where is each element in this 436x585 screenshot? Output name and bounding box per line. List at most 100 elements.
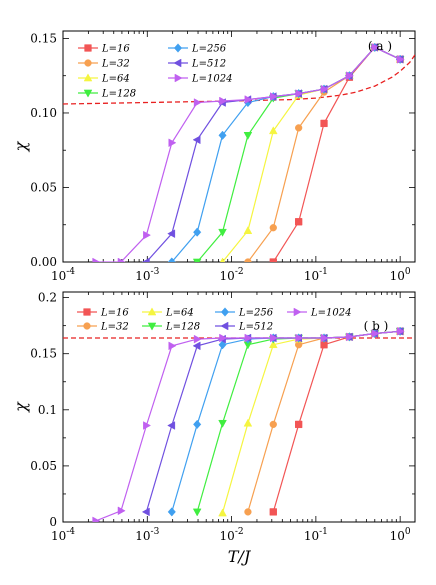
data-point-l-128: [192, 258, 202, 262]
data-point-l-64: [243, 226, 253, 235]
data-point-l-1024: [320, 333, 329, 343]
data-point-l-256: [193, 419, 202, 430]
x-tick-label: 10-4: [51, 267, 75, 283]
data-point-l-1024: [346, 71, 355, 81]
y-tick-label: 0.05: [30, 180, 57, 194]
x-axis-title: T/J: [228, 547, 252, 566]
data-point-l-1024: [168, 138, 177, 148]
y-tick-label: 0.15: [30, 31, 57, 45]
x-tick-label: 10-3: [135, 527, 159, 543]
data-point-l-1024: [269, 92, 278, 101]
data-point-l-1024: [371, 43, 380, 52]
data-point-l-32: [269, 224, 277, 232]
y-tick-label: 0: [49, 515, 57, 529]
data-point-l-1024: [269, 333, 278, 343]
legend-label: L=64: [165, 308, 194, 319]
legend-label: L=1024: [310, 308, 351, 319]
x-tick-label: 10-3: [135, 267, 159, 283]
y-axis-title: χ: [11, 140, 30, 152]
data-point-l-128: [243, 132, 253, 140]
data-point-l-512: [192, 341, 201, 351]
data-point-l-1024: [371, 329, 380, 338]
legend-marker: [220, 307, 230, 317]
legend: L=16 L=32 L=64 L=128 L=256 L=512 L=1024: [77, 307, 351, 333]
legend-marker: [83, 322, 91, 330]
legend-marker: [83, 308, 91, 316]
legend-label: L=512: [191, 59, 226, 70]
x-tick-label: 10-2: [220, 527, 244, 543]
data-point-l-1024: [117, 257, 126, 262]
series-line-l-16: [272, 330, 401, 513]
series-group: [92, 42, 405, 262]
data-point-l-512: [167, 421, 176, 430]
data-point-l-128: [192, 508, 202, 517]
x-tick-label: 10-1: [304, 267, 328, 283]
legend-marker: [174, 73, 183, 83]
legend-marker: [147, 307, 157, 316]
x-tick-label: 10-1: [304, 527, 328, 543]
data-point-l-64: [220, 257, 226, 262]
legend-marker: [83, 89, 93, 98]
data-point-l-64: [268, 126, 278, 135]
data-point-l-1024: [143, 230, 152, 240]
data-point-l-64: [243, 418, 253, 427]
data-point-l-256: [167, 507, 176, 517]
y-axis: 0.00 0.05 0.10 0.15: [30, 31, 415, 269]
data-point-l-16: [269, 258, 277, 262]
data-point-l-256: [193, 227, 202, 237]
data-point-l-256: [167, 257, 176, 262]
x-axis: 10-410^-410-310^-310-210^-210-110^-11001…: [51, 292, 411, 543]
data-point-l-1024: [295, 89, 304, 98]
y-tick-label: 0.05: [30, 459, 57, 473]
data-point-l-1024: [396, 54, 405, 64]
data-point-l-16: [295, 218, 303, 226]
legend-label: L=32: [100, 322, 129, 333]
data-point-l-1024: [244, 95, 253, 104]
data-point-l-32: [244, 508, 252, 516]
legend-label: L=128: [165, 322, 200, 333]
data-point-l-128: [218, 419, 227, 428]
data-point-l-32: [269, 420, 277, 429]
legend-marker: [173, 43, 183, 53]
legend-label: L=256: [238, 308, 274, 319]
data-point-l-16: [269, 508, 277, 516]
x-tick-label: 100: [390, 527, 411, 543]
legend-marker: [84, 59, 92, 67]
data-point-l-1024: [193, 334, 202, 344]
legend-marker: [83, 73, 93, 82]
data-point-l-1024: [346, 332, 355, 342]
panel-a: 10-410^-410-310^-310-210^-210-110^-11001…: [11, 30, 416, 283]
legend-label: L=16: [101, 44, 130, 55]
data-point-l-1024: [219, 96, 228, 106]
data-point-l-16: [320, 119, 328, 128]
data-point-l-1024: [193, 98, 202, 107]
x-tick-label: 10-2: [220, 267, 244, 283]
legend-label: L=512: [238, 322, 273, 333]
legend-marker: [293, 307, 302, 317]
data-point-l-64: [268, 340, 278, 349]
legend-label: L=256: [191, 44, 227, 55]
data-point-l-1024: [168, 341, 177, 351]
series-group: [92, 326, 405, 522]
data-point-l-1024: [219, 333, 228, 343]
legend-marker: [147, 322, 157, 331]
panel-label: ( a ): [368, 39, 392, 53]
data-point-l-1024: [396, 326, 405, 336]
data-point-l-32: [295, 124, 303, 132]
legend-marker: [220, 321, 229, 331]
data-point-l-256: [218, 130, 227, 140]
y-tick-label: 0.10: [30, 106, 57, 120]
legend-marker: [84, 44, 92, 52]
legend-label: L=32: [101, 59, 130, 70]
legend-label: L=16: [100, 308, 129, 319]
plot-frame: [62, 30, 416, 263]
data-point-l-512: [141, 257, 150, 262]
data-point-l-1024: [244, 333, 253, 343]
y-tick-label: 0.00: [30, 255, 57, 269]
legend-marker: [173, 58, 182, 68]
y-axis: 0 0.05 0.1 0.15 0.2: [30, 291, 415, 529]
data-point-l-32: [244, 258, 252, 262]
data-point-l-16: [295, 420, 303, 429]
